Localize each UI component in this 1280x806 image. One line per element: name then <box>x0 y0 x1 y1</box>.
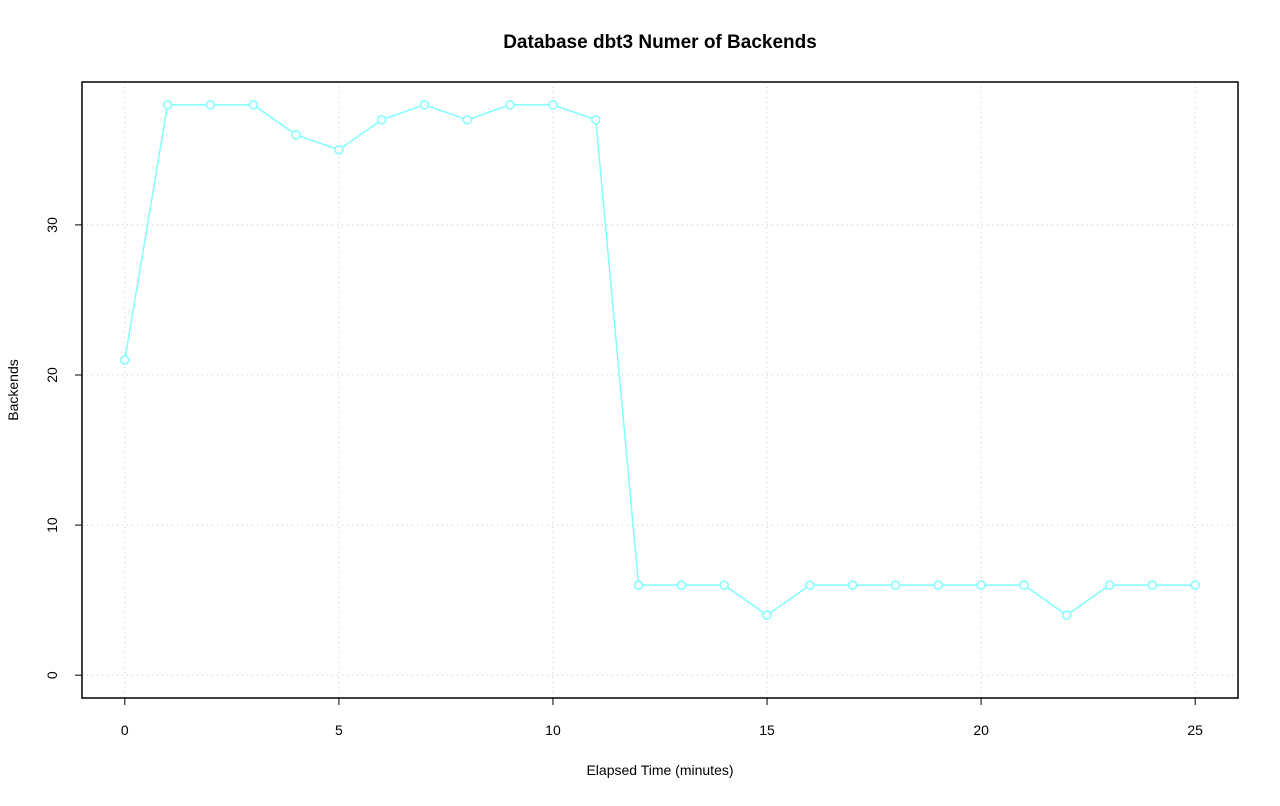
y-tick-label: 0 <box>44 671 60 679</box>
point <box>334 145 344 155</box>
point <box>890 580 901 590</box>
point <box>933 580 944 590</box>
x-axis-label: Elapsed Time (minutes) <box>586 762 733 778</box>
y-tick-label: 30 <box>44 217 60 233</box>
x-tick-label: 5 <box>335 722 343 738</box>
y-tick-label: 10 <box>44 517 60 533</box>
plot-frame <box>81 81 1239 699</box>
point <box>1019 580 1029 590</box>
point <box>676 580 687 590</box>
point <box>591 115 601 125</box>
point <box>462 115 473 125</box>
x-tick-label: 0 <box>121 722 129 738</box>
point <box>1061 610 1072 620</box>
point <box>505 100 515 110</box>
point <box>548 100 558 110</box>
point <box>419 100 430 110</box>
line <box>124 104 1196 617</box>
point <box>805 580 815 590</box>
chart-title: Database dbt3 Numer of Backends <box>503 32 817 53</box>
point <box>762 610 772 620</box>
y-tick-label: 20 <box>44 367 60 383</box>
x-tick-label: 10 <box>545 722 561 738</box>
point <box>291 130 301 140</box>
point <box>120 355 130 365</box>
point <box>719 580 729 590</box>
point <box>162 100 173 110</box>
point <box>248 100 259 110</box>
point <box>1104 580 1115 590</box>
point <box>376 115 387 125</box>
x-tick-label: 20 <box>973 722 989 738</box>
point <box>205 100 216 110</box>
point <box>847 580 858 590</box>
point <box>976 580 986 590</box>
x-tick-label: 15 <box>759 722 775 738</box>
point <box>1147 580 1158 590</box>
point <box>633 580 644 590</box>
point <box>1190 580 1200 590</box>
y-axis-label: Backends <box>5 359 21 420</box>
x-tick-label: 25 <box>1187 722 1203 738</box>
